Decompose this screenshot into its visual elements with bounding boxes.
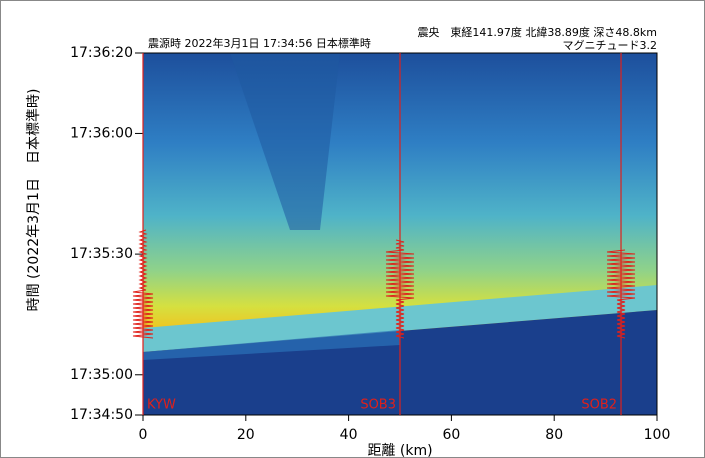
y-tick-label: 17:34:50 [70,407,133,423]
x-tick-label: 100 [644,427,671,443]
y-tick-label: 17:36:20 [70,45,133,61]
y-axis-label: 時間 (2022年3月1日 日本標準時) [26,89,42,312]
station-label: SOB3 [360,398,396,413]
waveform [385,239,415,339]
epicenter: 震央 東経141.97度 北緯38.89度 深さ48.8km [417,25,657,39]
title: 震源時 2022年3月1日 17:34:56 日本標準時 [148,36,371,50]
magnitude: マグニチュード3.2 [563,38,658,52]
y-tick-label: 17:35:30 [70,246,133,262]
y-tick-label: 17:36:00 [70,125,133,141]
x-tick-label: 40 [340,427,358,443]
station-label: SOB2 [581,398,617,413]
waveform [132,229,154,339]
station-label: KYW [147,398,176,413]
x-tick-label: 60 [442,427,460,443]
x-tick-label: 20 [237,427,255,443]
x-tick-label: 0 [139,427,148,443]
waveform [606,249,636,339]
y-tick-label: 17:35:00 [70,367,133,383]
x-axis-label: 距離 (km) [367,442,432,458]
x-tick-label: 80 [545,427,563,443]
